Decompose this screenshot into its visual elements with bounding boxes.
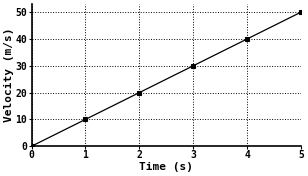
X-axis label: Time (s): Time (s) xyxy=(139,162,193,172)
Y-axis label: Velocity (m/s): Velocity (m/s) xyxy=(4,28,14,122)
